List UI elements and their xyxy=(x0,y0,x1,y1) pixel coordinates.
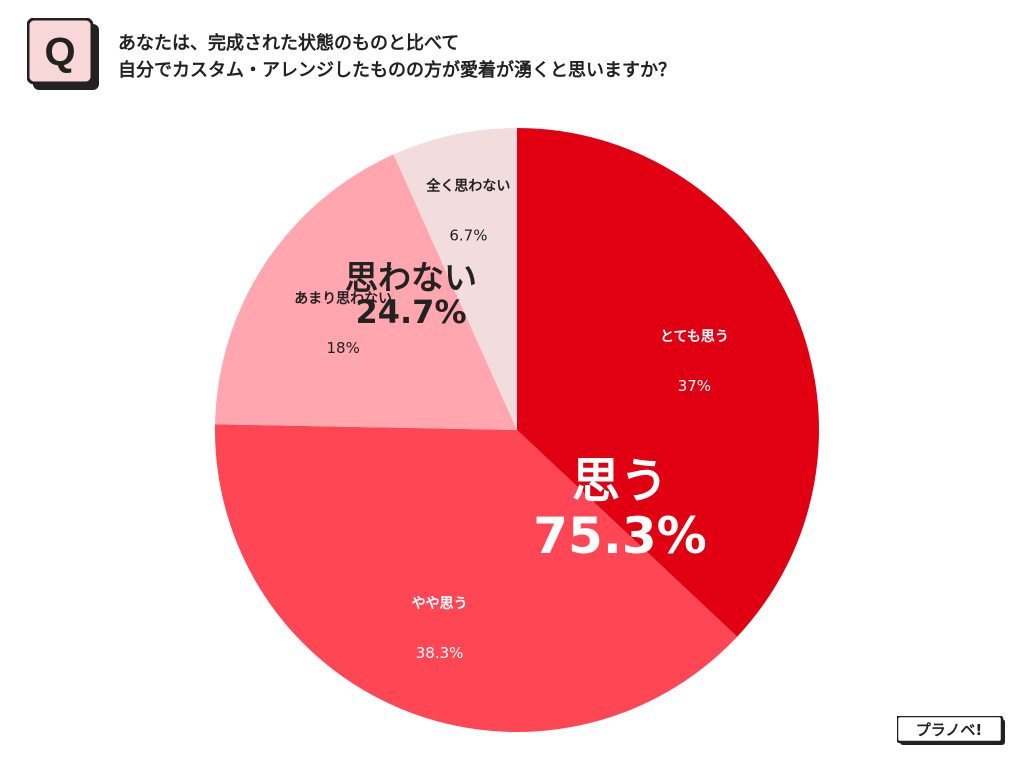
slice-label: やや思う xyxy=(412,596,468,612)
question-title: あなたは、完成された状態のものと比べて 自分でカスタム・アレンジしたものの方が愛… xyxy=(118,30,938,84)
slice-value-label: 6.7% xyxy=(449,227,487,245)
pie-slice xyxy=(214,424,738,733)
pie-slice xyxy=(215,154,518,430)
question-title-line-2: 自分でカスタム・アレンジしたものの方が愛着が湧くと思いますか？ xyxy=(118,60,676,81)
slice-label-group: あまり思わない 18% xyxy=(294,291,392,357)
slice-label: あまり思わない xyxy=(294,291,392,307)
slice-value-label: 18% xyxy=(327,339,360,357)
question-badge-letter: Q xyxy=(44,30,75,74)
slice-label-group: やや思う 38.3% xyxy=(412,596,468,662)
pie-slice xyxy=(517,128,819,637)
question-badge-icon: Q xyxy=(27,18,99,90)
group-label: 思う xyxy=(572,453,668,509)
slice-label-group: とても思う 37% xyxy=(660,329,729,395)
brand-logo-text: プラノベ! xyxy=(916,721,983,739)
group-value-label: 24.7% xyxy=(355,293,466,331)
slice-value-label: 37% xyxy=(678,377,711,395)
group-value-label: 75.3% xyxy=(533,507,706,565)
question-title-line-1: あなたは、完成された状態のものと比べて xyxy=(118,33,460,54)
slice-label: 全く思わない xyxy=(425,178,510,195)
pie-slice xyxy=(393,128,517,430)
slice-label-group: 全く思わない 6.7% xyxy=(425,178,510,245)
slice-value-label: 38.3% xyxy=(416,644,464,662)
slice-label: とても思う xyxy=(660,329,729,345)
group-label: 思わない xyxy=(345,258,477,297)
brand-logo: プラノベ! xyxy=(897,716,1005,745)
